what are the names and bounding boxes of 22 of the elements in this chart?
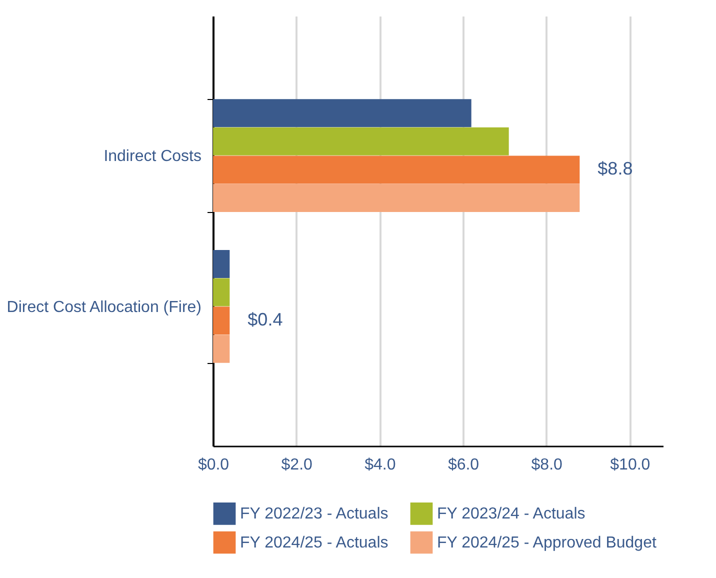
bar [213, 334, 230, 363]
x-tick-label: $6.0 [448, 456, 480, 474]
legend-label: FY 2024/25 - Actuals [240, 534, 388, 552]
legend-label: FY 2024/25 - Approved Budget [437, 534, 657, 552]
y-tick-label: Direct Cost Allocation (Fire) [6, 298, 202, 316]
bar [213, 250, 230, 278]
x-tick-label: $4.0 [364, 456, 396, 474]
legend-label: FY 2023/24 - Actuals [437, 506, 586, 523]
data-label: $0.4 [248, 310, 283, 330]
bar [213, 99, 472, 128]
x-tick-label: $8.0 [531, 456, 563, 474]
x-tick-label: $10.0 [610, 456, 650, 474]
legend-label: FY 2022/23 - Actuals [240, 506, 388, 523]
y-tick-label: Indirect Costs [104, 148, 202, 166]
bar [213, 184, 580, 212]
bar [213, 278, 230, 306]
x-tick-label: $2.0 [281, 456, 313, 474]
bar [213, 127, 509, 156]
bar [213, 156, 580, 184]
data-label: $8.8 [598, 158, 633, 179]
bar [213, 306, 230, 335]
x-tick-label: $0.0 [198, 456, 230, 474]
